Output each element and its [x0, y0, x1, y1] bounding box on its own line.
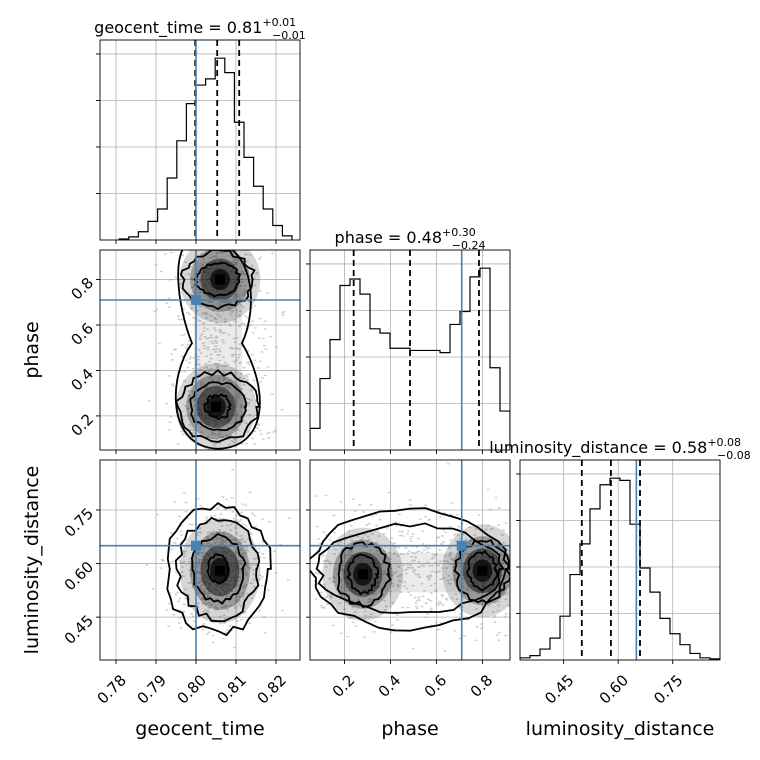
contour-level: [180, 250, 256, 311]
title-minus: −0.08: [717, 449, 751, 462]
y-axis-label-phase: phase: [21, 321, 43, 378]
title-plus: +0.30: [442, 226, 476, 239]
contour-level: [175, 368, 261, 443]
truth-marker: [456, 540, 467, 551]
title-plus: +0.08: [707, 436, 741, 449]
x-tick-label: 0.60: [596, 671, 632, 707]
panel-frame: [99, 39, 301, 241]
contour-level: [466, 549, 499, 592]
panel-frame: [99, 459, 301, 661]
x-tick-label: 0.78: [94, 671, 130, 707]
contour-level: [315, 522, 506, 614]
density-peak: [215, 565, 225, 576]
x-tick-label: 0.79: [134, 671, 170, 707]
contour-outer: [174, 250, 261, 450]
contour-level: [453, 538, 510, 605]
x-tick-label: 0.2: [329, 671, 359, 701]
x-tick-label: 0.80: [174, 671, 210, 707]
title-main: luminosity_distance = 0.58: [489, 438, 707, 458]
marginal-panel-phase: phase = 0.48+0.30 −0.24: [306, 226, 511, 454]
y-tick-label: 0.6: [67, 319, 97, 349]
x-tick-label: 0.45: [541, 671, 577, 707]
histogram-luminosity_distance: [520, 477, 720, 660]
joint-body: [100, 460, 300, 660]
x-tick-label: 0.75: [650, 671, 686, 707]
x-axis-label-phase: phase: [381, 718, 438, 740]
panel-frame: [309, 459, 511, 661]
panel-frame: [309, 249, 511, 451]
title-plus: +0.01: [262, 16, 296, 29]
contour-level: [206, 553, 231, 585]
marginal-title-luminosity_distance: luminosity_distance = 0.58+0.08 −0.08: [489, 436, 751, 462]
marginal-title-geocent_time: geocent_time = 0.81+0.01 −0.01: [94, 16, 306, 42]
histogram-phase: [310, 267, 510, 450]
contour-level: [191, 532, 247, 605]
density-peak: [215, 274, 225, 285]
contour-level: [174, 516, 261, 623]
y-tick-label: 0.45: [61, 611, 97, 647]
panel-frame: [519, 459, 721, 661]
joint-body: [310, 460, 510, 660]
contour-outer: [310, 507, 510, 632]
y-tick-label: 0.60: [61, 558, 97, 594]
truth-marker: [191, 295, 201, 305]
x-tick-label: 0.4: [375, 671, 405, 701]
marginal-panel-geocent_time: geocent_time = 0.81+0.01 −0.01: [94, 16, 306, 244]
title-main: phase = 0.48: [335, 228, 442, 247]
x-axis-label-geocent_time: geocent_time: [135, 718, 264, 740]
x-tick-label: 0.81: [214, 671, 250, 707]
contour-level: [346, 553, 380, 596]
density-peak: [357, 569, 368, 580]
joint-panel-geocent_time-luminosity_distance: 0.45 0.60 0.75: [61, 459, 301, 664]
panel-frame: [99, 249, 301, 451]
title-minus: −0.01: [272, 29, 306, 42]
joint-body: [100, 250, 300, 450]
y-tick-label: 0.2: [67, 410, 97, 440]
joint-panel-geocent_time-phase: 0.2 0.4 0.6 0.8: [67, 249, 301, 454]
density-peak: [211, 401, 221, 412]
density-band: [194, 261, 242, 425]
title-main: geocent_time = 0.81: [94, 18, 262, 38]
x-tick-label: 0.6: [421, 671, 451, 701]
contour-level: [203, 393, 233, 421]
histogram-geocent_time: [118, 57, 293, 240]
x-tick-label: 0.82: [254, 671, 290, 707]
sample-points: [145, 468, 291, 649]
marginal-panel-luminosity_distance: luminosity_distance = 0.58+0.08 −0.08: [489, 436, 751, 664]
contour-level: [336, 541, 392, 608]
x-tick-label: 0.8: [467, 671, 497, 701]
density-band: [340, 552, 505, 593]
y-axis-label-luminosity_distance: luminosity_distance: [21, 466, 43, 655]
y-tick-label: 0.8: [67, 274, 97, 304]
contour-level: [166, 501, 272, 637]
y-tick-label: 0.4: [67, 365, 97, 395]
y-tick-label: 0.75: [61, 504, 97, 540]
truth-marker: [191, 540, 201, 551]
density-peak: [477, 565, 488, 576]
x-axis-label-luminosity_distance: luminosity_distance: [526, 718, 715, 740]
marginal-title-phase: phase = 0.48+0.30 −0.24: [335, 226, 486, 252]
joint-panel-phase-luminosity_distance: [306, 459, 511, 664]
contour-level: [189, 381, 248, 431]
title-minus: −0.24: [452, 239, 486, 252]
